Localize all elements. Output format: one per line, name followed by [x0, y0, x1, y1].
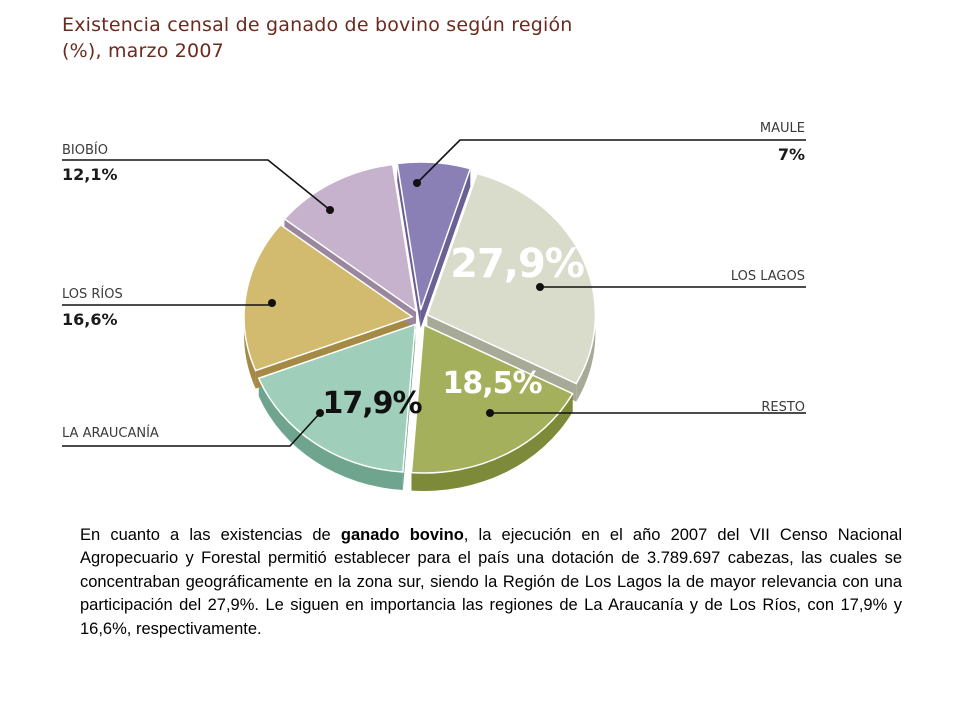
pie-chart: MAULE 7% LOS LAGOS RESTO LA ARAUCANÍA LOS RÍO…	[62, 121, 806, 491]
callout-name-biobio: BIOBÍO	[62, 142, 108, 158]
slice-value-label-la-araucania: 17,9%	[322, 386, 422, 421]
callout-resto: RESTO	[486, 400, 806, 417]
callout-dot-resto	[486, 409, 494, 417]
chart-title-line-1: Existencia censal de ganado de bovino se…	[62, 14, 573, 36]
pie-slice-los-lagos	[426, 172, 597, 385]
slice-value-label-resto: 18,5%	[442, 366, 542, 401]
pie-slice-side-resto	[411, 393, 573, 491]
callout-dot-los-lagos	[536, 283, 544, 291]
callout-name-maule: MAULE	[760, 121, 805, 136]
paragraph-bold: ganado bovino	[340, 526, 464, 544]
slice-value-label-los-lagos: 27,9%	[450, 241, 584, 287]
callout-los-lagos: LOS LAGOS	[536, 269, 806, 291]
callout-value-los-rios: 16,6%	[62, 310, 118, 329]
pie-slice-la-araucania	[257, 323, 417, 473]
callout-line-la-araucania	[62, 412, 321, 447]
pie-slice-side-los-lagos	[576, 314, 596, 402]
pie-slice-side-la-araucania	[258, 378, 403, 491]
callout-dot-biobio	[326, 206, 334, 214]
paragraph-part-2: , la ejecución en el año 2007 del VII Ce…	[80, 526, 902, 638]
callout-line-maule	[416, 139, 806, 184]
chart-title-line-2: (%), marzo 2007	[62, 40, 224, 62]
callout-maule: MAULE 7%	[413, 121, 806, 187]
callout-line-los-rios	[62, 303, 273, 306]
callout-line-biobio	[62, 159, 331, 211]
pie-slice-resto	[410, 323, 574, 474]
pie-slice-maule	[396, 161, 472, 311]
callout-value-biobio: 12,1%	[62, 165, 118, 184]
pie-slice-side-los-rios	[244, 316, 256, 389]
callout-los-rios: LOS RÍOS 16,6%	[62, 286, 276, 329]
pie-slice-tops	[243, 161, 597, 474]
chart-title: Existencia censal de ganado de bovino se…	[62, 12, 622, 64]
paragraph-part-1: En cuanto a las existencias de	[80, 526, 341, 544]
callout-dot-la-araucania	[316, 409, 324, 417]
pie-slice-face-maule	[420, 168, 471, 329]
pie-slice-labels: 27,9% 18,5% 17,9%	[322, 241, 584, 421]
pie-slice-biobio	[283, 163, 418, 313]
callout-dot-los-rios	[268, 299, 276, 307]
pie-slice-los-rios	[243, 223, 414, 372]
callout-la-araucania: LA ARAUCANÍA	[62, 409, 324, 447]
pie-callouts: MAULE 7% LOS LAGOS RESTO LA ARAUCANÍA LOS RÍO…	[62, 121, 806, 447]
callout-name-la-araucania: LA ARAUCANÍA	[62, 425, 159, 441]
callout-biobio: BIOBÍO 12,1%	[62, 142, 334, 214]
callout-name-los-lagos: LOS LAGOS	[731, 269, 805, 284]
callout-name-los-rios: LOS RÍOS	[62, 286, 123, 302]
callout-name-resto: RESTO	[761, 400, 805, 415]
callout-dot-maule	[413, 179, 421, 187]
description-paragraph: En cuanto a las existencias de ganado bo…	[80, 524, 902, 641]
callout-value-maule: 7%	[778, 145, 805, 164]
